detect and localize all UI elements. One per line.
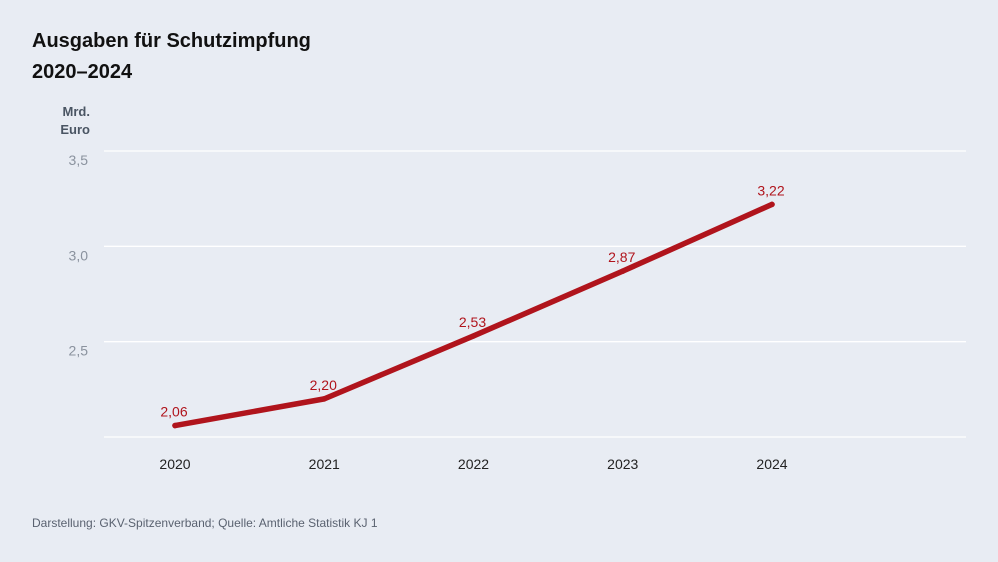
y-tick-label: 3,5 [69,152,89,168]
data-point [620,268,626,274]
data-label: 2,53 [459,314,486,330]
y-tick-layer: 2,5 3,0 3,5 [69,152,89,359]
y-axis-unit-line-2: Euro [60,122,90,137]
x-tick-label: 2023 [607,456,638,472]
data-label: 3,22 [757,182,784,198]
y-tick-label: 3,0 [69,247,89,263]
x-tick-layer: 2020 2021 2022 2023 2024 [159,456,787,472]
chart-title-line-2: 2020–2024 [32,61,133,83]
data-label: 2,87 [608,249,635,265]
grid-layer [104,150,966,438]
x-tick-label: 2020 [159,456,190,472]
data-point [769,201,775,208]
data-point [172,422,178,429]
x-tick-label: 2024 [756,456,787,472]
data-point [470,333,477,339]
data-point [321,396,327,402]
y-tick-label: 2,5 [69,343,89,359]
x-tick-label: 2022 [458,456,489,472]
source-note: Darstellung: GKV-Spitzenverband; Quelle:… [32,516,378,530]
series-line-layer [172,201,775,429]
x-tick-label: 2021 [309,456,340,472]
chart-title-line-1: Ausgaben für Schutzimpfung [32,30,311,52]
chart-title: Ausgaben für Schutzimpfung 2020–2024 [32,26,311,88]
y-axis-unit-label: Mrd. Euro [40,103,90,139]
data-label-layer: 2,06 2,20 2,53 2,87 3,22 [160,182,784,419]
data-label: 2,20 [310,377,337,393]
data-label: 2,06 [160,404,187,420]
y-axis-unit-line-1: Mrd. [62,104,90,119]
